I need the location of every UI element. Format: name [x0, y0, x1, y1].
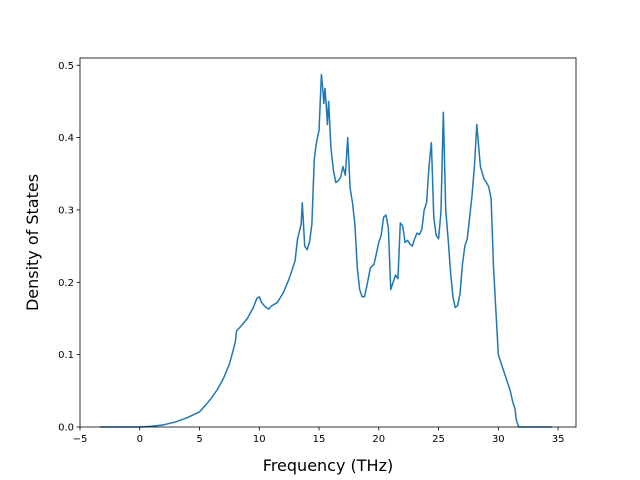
y-axis: 0.0 0.1 0.2 0.3 0.4 0.5	[58, 61, 80, 434]
y-tick-label: 0.3	[58, 206, 74, 217]
x-axis-label: Frequency (THz)	[263, 456, 393, 475]
y-tick-label: 0.4	[58, 133, 74, 144]
x-tick-label: 15	[313, 434, 326, 445]
dos-series-line-0	[100, 73, 553, 428]
x-tick-label: 30	[492, 434, 505, 445]
x-tick-label: 35	[552, 434, 565, 445]
y-axis-label: Density of States	[23, 174, 42, 311]
x-tick-label: 0	[137, 434, 143, 445]
plot-area	[100, 73, 553, 428]
y-tick-label: 0.1	[58, 350, 74, 361]
x-tick-label: 20	[372, 434, 385, 445]
x-tick-label: 10	[253, 434, 266, 445]
x-tick-label: −5	[73, 434, 88, 445]
axes-frame	[79, 57, 577, 428]
y-tick-label: 0.5	[58, 61, 74, 72]
x-tick-label: 25	[432, 434, 445, 445]
x-axis: −5 0 5 10 15 20 25 30 35	[73, 427, 565, 445]
y-tick-label: 0.2	[58, 278, 74, 289]
x-tick-label: 5	[196, 434, 202, 445]
y-tick-label: 0.0	[58, 423, 74, 434]
